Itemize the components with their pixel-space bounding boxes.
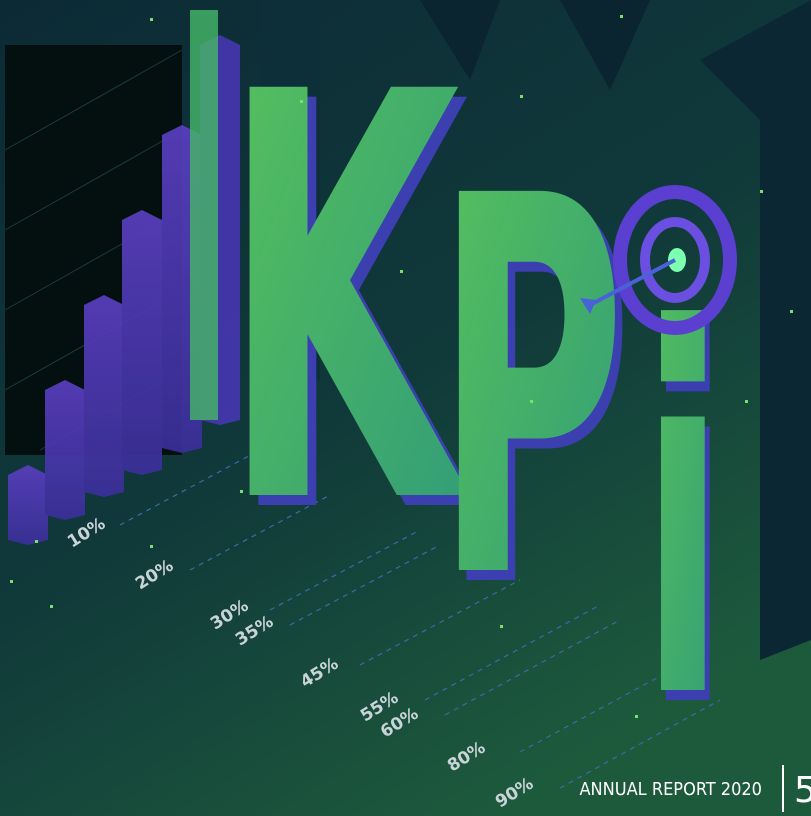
letter-shadow: i	[645, 237, 731, 816]
arrow-shape	[560, 0, 650, 90]
arrow-shape	[420, 0, 500, 80]
letter-shadow: P	[443, 97, 634, 703]
sparkles	[10, 15, 793, 718]
column-shape	[260, 0, 320, 400]
kpi-letters: K K P P i i	[221, 0, 730, 816]
letter-shadow: K	[230, 0, 480, 638]
bars	[8, 10, 240, 545]
guide-lines	[119, 449, 721, 789]
footer-title: ANNUAL REPORT 2020	[579, 779, 762, 800]
page-number: 5	[794, 770, 811, 811]
letter: P	[435, 87, 626, 693]
arrow-shape	[700, 0, 811, 660]
letter: K	[221, 0, 471, 628]
target	[580, 185, 737, 335]
